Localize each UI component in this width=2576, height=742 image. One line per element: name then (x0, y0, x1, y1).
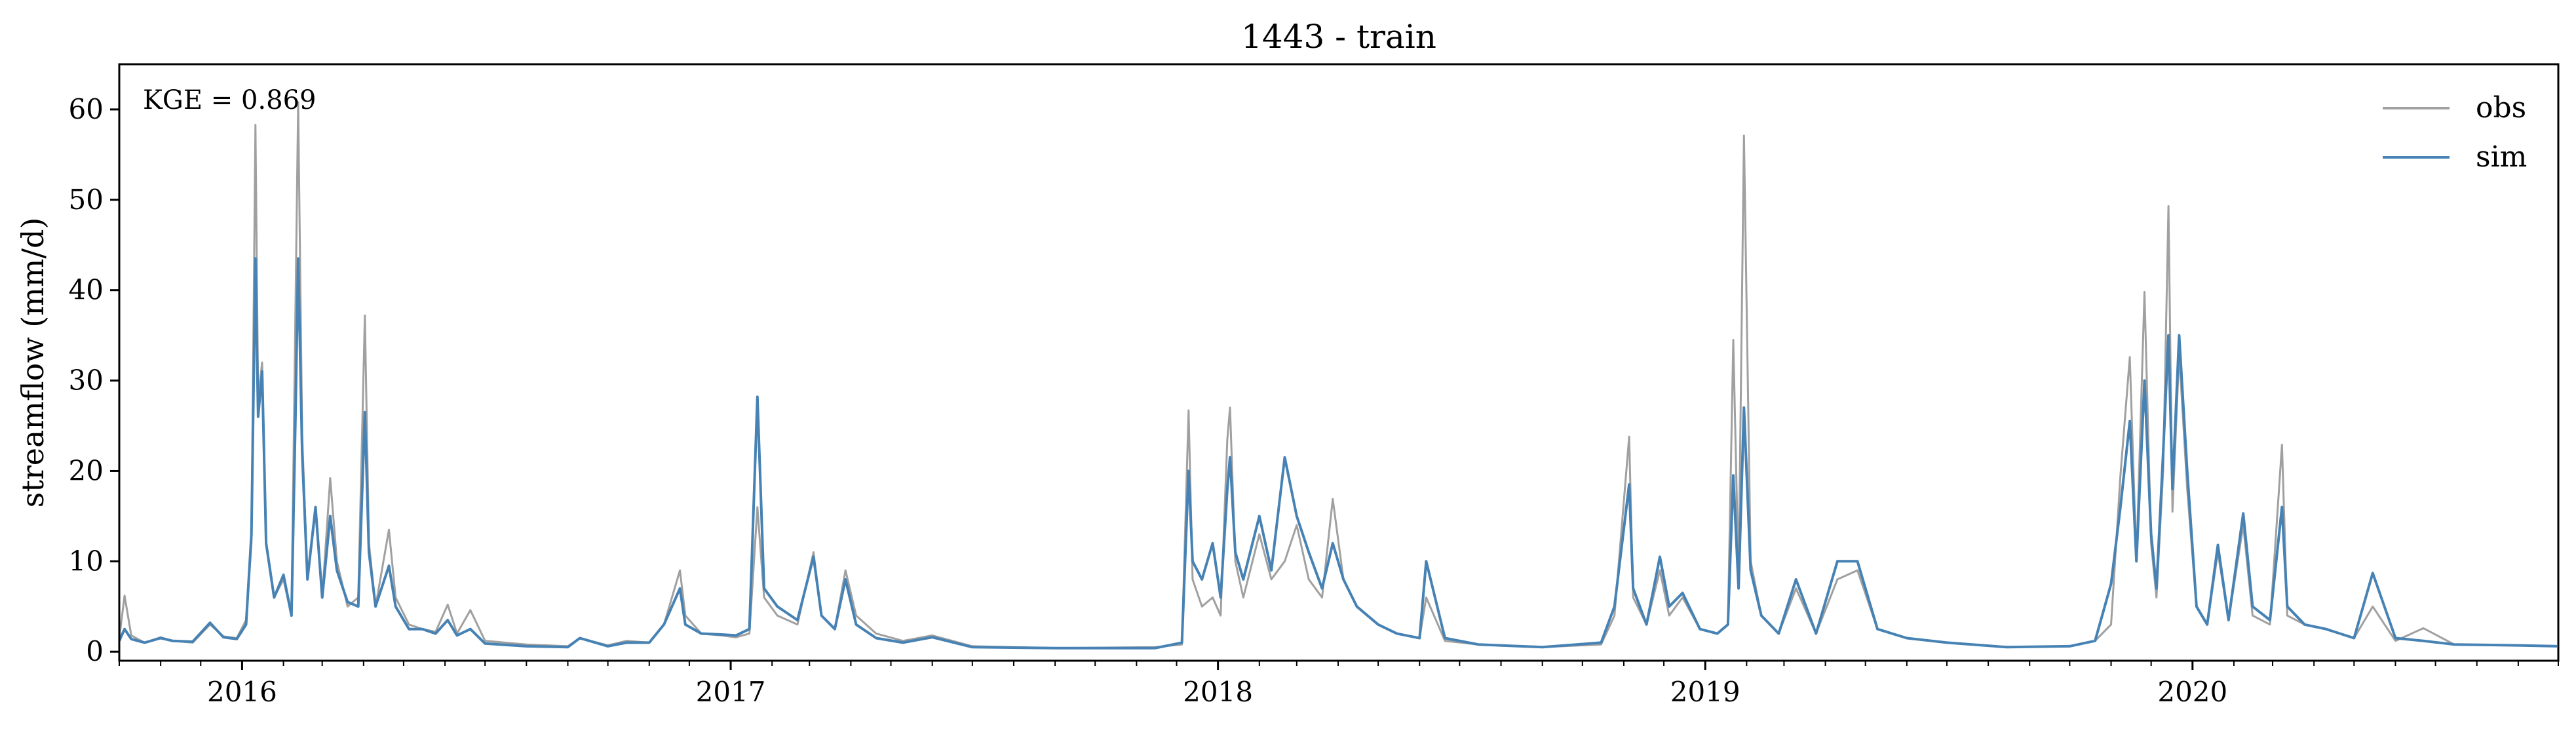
x-axis: 2016 2017 2018 2019 2020 (119, 661, 2559, 708)
y-tick-label: 10 (69, 545, 104, 577)
y-tick-label: 60 (69, 93, 104, 125)
y-axis-label: streamflow (mm/d) (15, 218, 50, 508)
x-tick-label: 2016 (207, 676, 277, 708)
y-tick-label: 30 (69, 364, 104, 397)
obs-series (118, 101, 2558, 650)
y-tick-label: 40 (69, 274, 104, 306)
legend-obs-label: obs (2476, 91, 2526, 125)
y-tick-label: 50 (69, 184, 104, 216)
x-tick-label: 2018 (1183, 676, 1253, 708)
y-tick-label: 20 (69, 454, 104, 486)
y-tick-label: 0 (86, 635, 104, 667)
legend: obs sim (2383, 91, 2527, 174)
x-tick-label: 2017 (696, 676, 766, 708)
obs-line (118, 101, 2558, 650)
y-axis: 0 10 20 30 40 50 60 (69, 93, 119, 667)
x-tick-label: 2020 (2157, 676, 2227, 708)
plot-area (118, 63, 2560, 662)
legend-sim-label: sim (2476, 140, 2527, 174)
chart-title: 1443 - train (1241, 18, 1436, 56)
plot-frame (118, 63, 2560, 662)
sim-line (118, 257, 2558, 650)
x-tick-label: 2019 (1670, 676, 1740, 708)
sim-series (118, 257, 2558, 650)
kge-annotation: KGE = 0.869 (143, 85, 317, 115)
